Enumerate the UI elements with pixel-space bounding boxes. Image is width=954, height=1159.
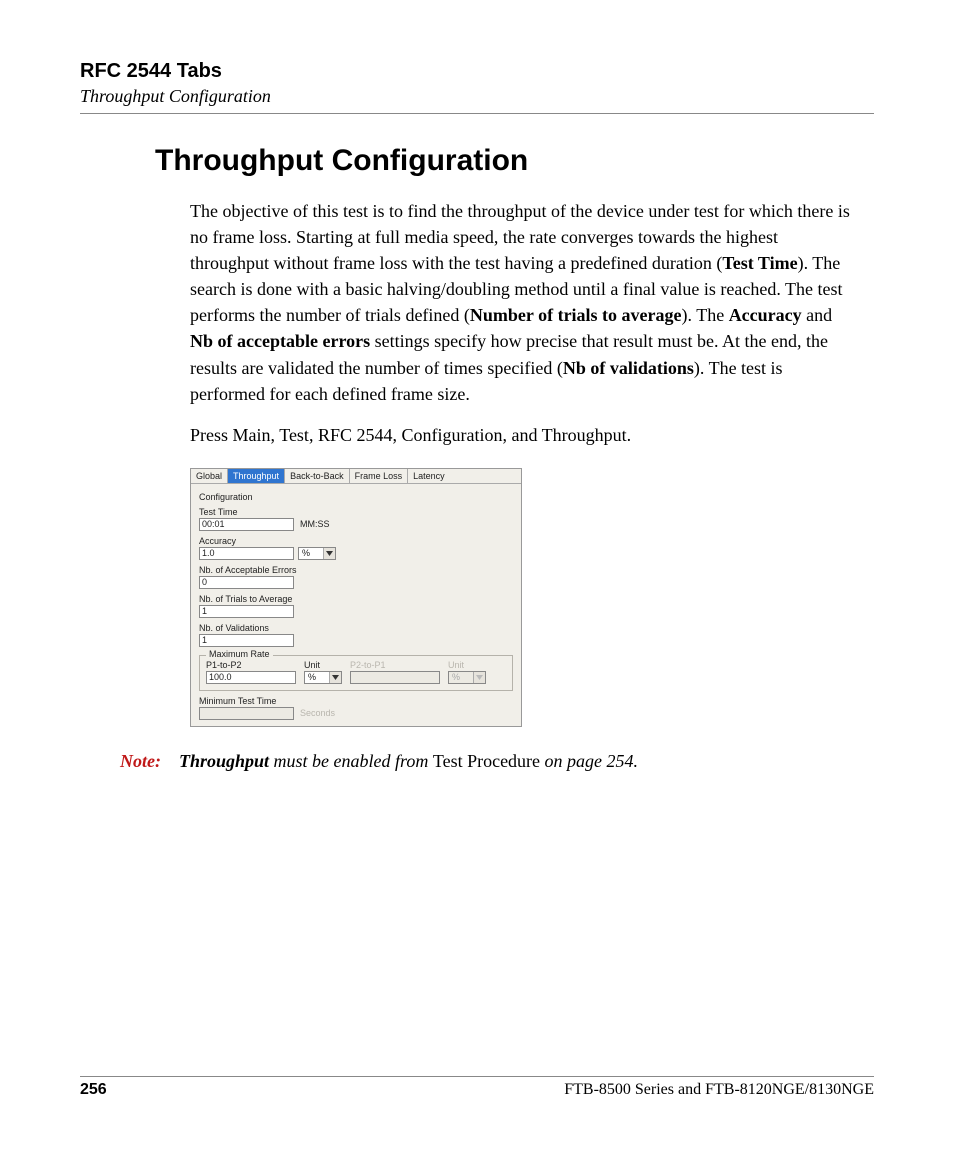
intro-paragraph: The objective of this test is to find th… bbox=[190, 198, 854, 407]
test-time-format: MM:SS bbox=[300, 519, 330, 529]
accuracy-unit-value: % bbox=[299, 548, 323, 559]
nav-rfc2544: RFC 2544 bbox=[318, 425, 393, 445]
p2-to-p1-label: P2-to-P1 bbox=[350, 660, 440, 670]
nav-main: Main bbox=[233, 425, 271, 445]
test-time-input[interactable]: 00:01 bbox=[199, 518, 294, 531]
note-text: must be enabled from bbox=[269, 751, 433, 771]
text: Press bbox=[190, 425, 233, 445]
term-nb-acceptable-errors: Nb of acceptable errors bbox=[190, 331, 370, 351]
header-rule bbox=[80, 113, 874, 114]
note-page-ref: on page 254. bbox=[540, 751, 638, 771]
chevron-down-icon bbox=[329, 672, 341, 683]
page-title: Throughput Configuration bbox=[155, 144, 874, 178]
note-test-procedure: Test Procedure bbox=[433, 751, 540, 771]
nav-configuration: Configuration bbox=[401, 425, 502, 445]
note-label: Note: bbox=[120, 751, 161, 771]
text: , bbox=[271, 425, 280, 445]
max-rate-group: Maximum Rate P1-to-P2 100.0 Unit % bbox=[199, 655, 513, 691]
test-time-label: Test Time bbox=[199, 507, 513, 517]
nb-errors-label: Nb. of Acceptable Errors bbox=[199, 565, 513, 575]
p1-unit-label: Unit bbox=[304, 660, 342, 670]
nav-throughput: Throughput bbox=[542, 425, 627, 445]
config-screenshot: Global Throughput Back-to-Back Frame Los… bbox=[190, 468, 522, 727]
p2-unit-label: Unit bbox=[448, 660, 486, 670]
footer-rule bbox=[80, 1076, 874, 1077]
text: , and bbox=[502, 425, 541, 445]
note-throughput: Throughput bbox=[179, 751, 269, 771]
page-number: 256 bbox=[80, 1081, 107, 1099]
header-section: Throughput Configuration bbox=[80, 86, 874, 107]
p2-unit-select: % bbox=[448, 671, 486, 684]
nb-validations-label: Nb. of Validations bbox=[199, 623, 513, 633]
tab-frame-loss[interactable]: Frame Loss bbox=[350, 469, 409, 483]
term-nb-validations: Nb of validations bbox=[563, 358, 694, 378]
max-rate-legend: Maximum Rate bbox=[206, 649, 273, 659]
text: , bbox=[309, 425, 318, 445]
nav-test: Test bbox=[279, 425, 309, 445]
header-chapter: RFC 2544 Tabs bbox=[80, 60, 874, 83]
product-name: FTB-8500 Series and FTB-8120NGE/8130NGE bbox=[564, 1081, 874, 1099]
p1-unit-select[interactable]: % bbox=[304, 671, 342, 684]
tab-global[interactable]: Global bbox=[191, 469, 228, 483]
p1-to-p2-input[interactable]: 100.0 bbox=[206, 671, 296, 684]
text: and bbox=[802, 305, 833, 325]
term-accuracy: Accuracy bbox=[729, 305, 802, 325]
p2-unit-value: % bbox=[449, 672, 473, 683]
tab-throughput[interactable]: Throughput bbox=[228, 469, 285, 483]
min-test-time-input bbox=[199, 707, 294, 720]
min-test-time-label: Minimum Test Time bbox=[199, 696, 513, 706]
note: Note: Throughput must be enabled from Te… bbox=[120, 751, 874, 772]
chevron-down-icon bbox=[323, 548, 335, 559]
nb-errors-input[interactable]: 0 bbox=[199, 576, 294, 589]
page: RFC 2544 Tabs Throughput Configuration T… bbox=[0, 0, 954, 1159]
term-trials-to-average: Number of trials to average bbox=[470, 305, 682, 325]
tab-strip: Global Throughput Back-to-Back Frame Los… bbox=[191, 469, 521, 484]
chevron-down-icon bbox=[473, 672, 485, 683]
page-footer: 256 FTB-8500 Series and FTB-8120NGE/8130… bbox=[80, 1076, 874, 1099]
min-test-time-suffix: Seconds bbox=[300, 708, 335, 718]
accuracy-unit-select[interactable]: % bbox=[298, 547, 336, 560]
nb-validations-input[interactable]: 1 bbox=[199, 634, 294, 647]
config-form: Configuration Test Time 00:01 MM:SS Accu… bbox=[191, 484, 521, 722]
term-test-time: Test Time bbox=[722, 253, 797, 273]
navigation-instruction: Press Main, Test, RFC 2544, Configuratio… bbox=[190, 425, 854, 446]
nb-trials-label: Nb. of Trials to Average bbox=[199, 594, 513, 604]
p2-to-p1-input bbox=[350, 671, 440, 684]
tab-back-to-back[interactable]: Back-to-Back bbox=[285, 469, 350, 483]
p1-unit-value: % bbox=[305, 672, 329, 683]
config-heading: Configuration bbox=[199, 492, 513, 502]
text: . bbox=[627, 425, 632, 445]
p1-to-p2-label: P1-to-P2 bbox=[206, 660, 296, 670]
nb-trials-input[interactable]: 1 bbox=[199, 605, 294, 618]
text: ). The bbox=[682, 305, 729, 325]
accuracy-label: Accuracy bbox=[199, 536, 513, 546]
tab-latency[interactable]: Latency bbox=[408, 469, 450, 483]
page-header: RFC 2544 Tabs Throughput Configuration bbox=[80, 60, 874, 107]
accuracy-input[interactable]: 1.0 bbox=[199, 547, 294, 560]
